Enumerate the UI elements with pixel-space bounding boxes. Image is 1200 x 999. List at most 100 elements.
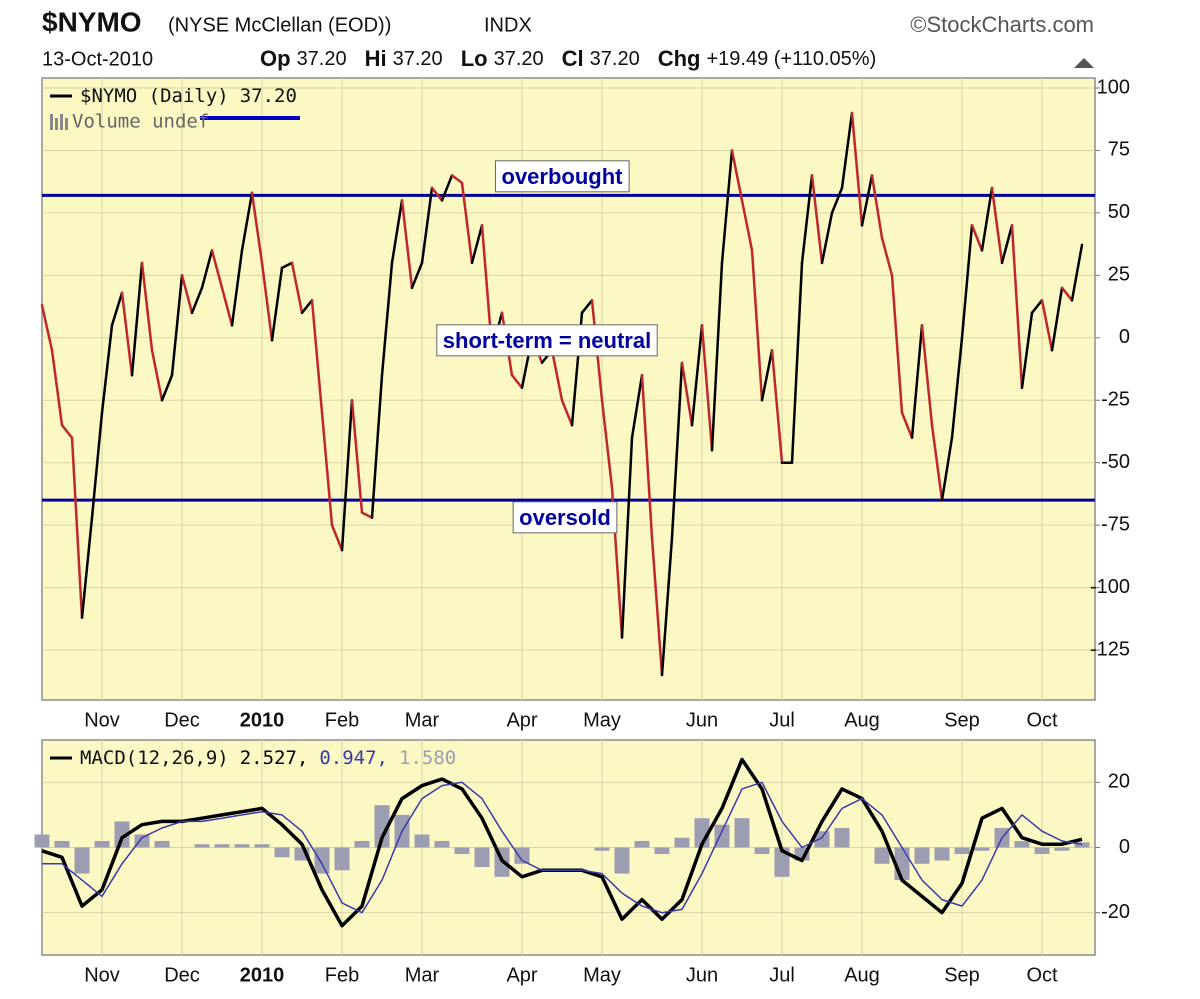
- line-segment: [220, 286, 234, 327]
- x-tick-label: Dec: [164, 709, 200, 731]
- line-segment: [1030, 299, 1044, 315]
- line-segment: [820, 211, 834, 265]
- histogram-bar: [714, 824, 730, 848]
- histogram-bar: [834, 827, 850, 848]
- x-tick-label: Sep: [944, 709, 980, 731]
- line-segment: [900, 411, 914, 439]
- line-segment: [950, 336, 964, 439]
- histogram-bar: [774, 847, 790, 877]
- line-segment: [850, 111, 864, 227]
- line-segment: [50, 349, 64, 427]
- histogram-bar: [354, 840, 370, 848]
- line-segment: [270, 266, 284, 342]
- histogram-bar: [414, 834, 430, 848]
- line-segment: [1050, 286, 1064, 352]
- x-tick-label: Jun: [686, 709, 718, 731]
- annotation-label: overbought: [502, 164, 624, 189]
- quote-value: 37.20: [590, 48, 640, 70]
- line-segment: [930, 423, 944, 502]
- line-segment: [910, 324, 924, 439]
- quote-label: Cl: [562, 46, 584, 71]
- legend-entry: $NYMO (Daily) 37.20: [80, 85, 297, 107]
- line-segment: [1060, 286, 1074, 302]
- line-segment: [330, 523, 344, 552]
- line-segment: [140, 261, 154, 352]
- x-tick-label: Feb: [325, 709, 359, 731]
- line-segment: [100, 324, 114, 414]
- line-segment: [970, 224, 984, 252]
- line-segment: [810, 174, 824, 265]
- line-segment: [280, 261, 294, 270]
- line-segment: [290, 261, 304, 315]
- histogram-bar: [194, 844, 210, 848]
- line-segment: [1040, 299, 1054, 352]
- line-segment: [80, 516, 94, 619]
- histogram-bar: [34, 834, 50, 848]
- line-segment: [870, 174, 884, 240]
- annotation-box: [512, 501, 618, 534]
- y-tick-label: -25: [1101, 389, 1130, 411]
- volume-icon: [60, 114, 63, 130]
- histogram-bar: [1014, 840, 1030, 848]
- histogram-bar: [914, 847, 930, 864]
- volume-icon: [50, 114, 53, 130]
- histogram-bar: [214, 844, 230, 848]
- x-tick-label: Oct: [1026, 709, 1058, 731]
- histogram-bar: [614, 847, 630, 874]
- y-tick-label: 75: [1108, 139, 1130, 161]
- y-tick-label: -100: [1090, 576, 1130, 598]
- line-segment: [180, 274, 194, 315]
- line-segment: [550, 349, 564, 402]
- histogram-bar: [374, 805, 390, 848]
- x-tick-label: 2010: [240, 964, 285, 986]
- y-tick-label: 50: [1108, 201, 1130, 223]
- quote-label: Op: [260, 46, 291, 71]
- histogram-bar: [314, 847, 330, 874]
- histogram-bar: [254, 844, 270, 848]
- line-segment: [920, 324, 934, 427]
- x-tick-label: 2010: [240, 709, 285, 731]
- line-segment: [960, 224, 974, 340]
- line: [42, 781, 1083, 914]
- line-segment: [110, 291, 124, 327]
- line-segment: [990, 186, 1004, 265]
- line-segment: [650, 536, 664, 677]
- x-tick-label: Oct: [1026, 964, 1058, 986]
- histogram-bar: [1054, 847, 1070, 851]
- x-tick-label: Feb: [325, 964, 359, 986]
- annotation-box: [495, 160, 630, 193]
- x-tick-label: Aug: [844, 964, 880, 986]
- x-tick-label: Nov: [84, 964, 120, 986]
- line-segment: [690, 324, 704, 427]
- histogram-bar: [674, 837, 690, 848]
- line-segment: [640, 374, 654, 539]
- line-segment: [400, 199, 414, 290]
- line-segment: [350, 398, 364, 514]
- line-segment: [1020, 311, 1034, 390]
- histogram-bar: [974, 847, 990, 851]
- y-tick-label: 0: [1119, 836, 1130, 858]
- line-segment: [310, 299, 324, 414]
- legend-value: 2.527,: [240, 747, 309, 769]
- histogram-bar: [94, 840, 110, 848]
- quote-label: Lo: [461, 46, 488, 71]
- line-segment: [60, 423, 74, 439]
- histogram-bar: [274, 847, 290, 858]
- x-tick-label: Jun: [686, 964, 718, 986]
- line-segment: [190, 286, 204, 315]
- volume-icon: [65, 118, 68, 130]
- y-tick-label: 20: [1108, 771, 1130, 793]
- line-segment: [450, 174, 464, 185]
- line-segment: [880, 236, 894, 277]
- line-segment: [840, 111, 854, 190]
- quote-value: +19.49 (+110.05%): [706, 48, 876, 70]
- x-tick-label: May: [583, 964, 621, 986]
- line-segment: [1000, 224, 1014, 265]
- exchange: INDX: [484, 14, 532, 36]
- line-segment: [680, 361, 694, 427]
- x-tick-label: Apr: [506, 709, 537, 731]
- y-tick-label: 25: [1108, 264, 1130, 286]
- legend-value: 1.580: [399, 747, 456, 769]
- x-tick-label: Aug: [844, 709, 880, 731]
- line-segment: [710, 261, 724, 452]
